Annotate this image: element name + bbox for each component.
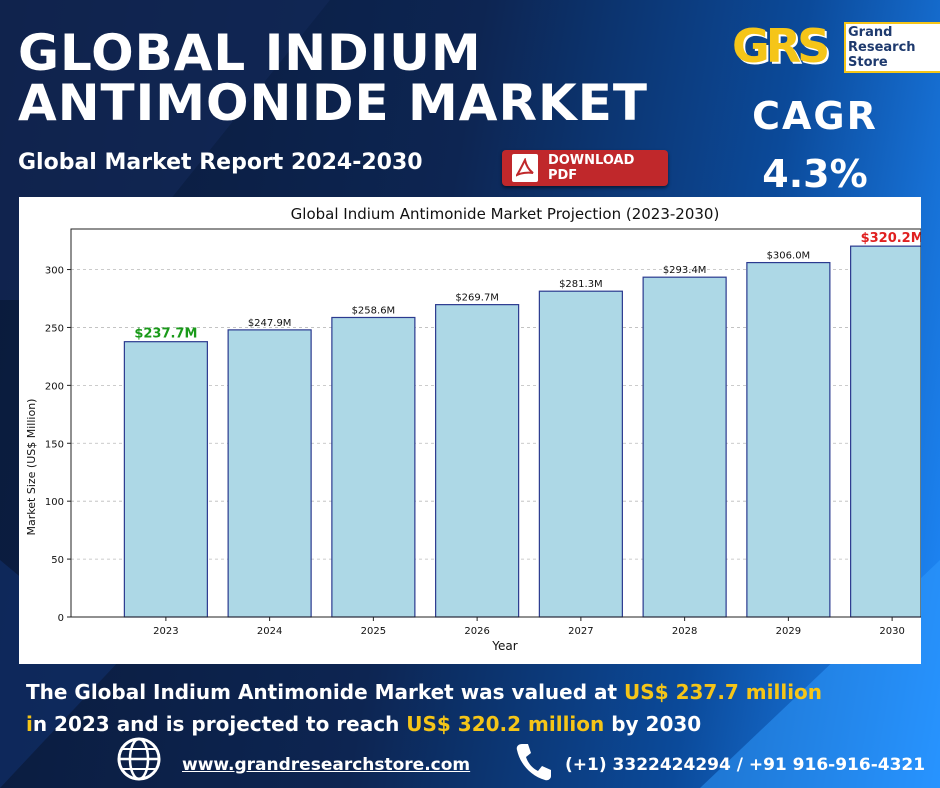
data-label-2028: $293.4M xyxy=(663,265,707,276)
data-label-2029: $306.0M xyxy=(767,251,811,262)
y-tick-label: 0 xyxy=(58,613,64,624)
data-label-2023: $237.7M xyxy=(134,327,197,342)
download-pdf-label: DOWNLOAD PDF xyxy=(547,153,635,183)
summary-text-1: The Global Indium Antimonide Market was … xyxy=(26,680,625,704)
globe-icon xyxy=(117,737,161,781)
website-link[interactable]: www.grandresearchstore.com xyxy=(182,755,471,775)
phone-icon xyxy=(516,744,551,781)
x-tick-label-2026: 2026 xyxy=(464,626,489,637)
pdf-icon xyxy=(512,154,538,182)
phone-number: (+1) 3322424294 / +91 916-916-4321 xyxy=(565,755,926,775)
market-projection-chart: Global Indium Antimonide Market Projecti… xyxy=(25,205,935,653)
x-tick-label-2025: 2025 xyxy=(361,626,386,637)
y-axis-label: Market Size (US$ Million) xyxy=(25,399,38,536)
bar-2026 xyxy=(435,304,520,618)
summary-text-3: by 2030 xyxy=(604,712,702,736)
logo-wordmark: Grand Research Store xyxy=(844,22,940,73)
x-tick-label-2024: 2024 xyxy=(257,626,282,637)
summary-value-2023: US$ 237.7 million xyxy=(624,680,823,704)
data-label-2030: $320.2M xyxy=(861,231,921,246)
bar-2028 xyxy=(642,276,727,618)
data-label-2024: $247.9M xyxy=(248,318,292,329)
y-tick-label: 100 xyxy=(45,497,64,508)
chart-panel: Global Indium Antimonide Market Projecti… xyxy=(19,197,935,664)
brand-logo: GRS Grand Research Store xyxy=(732,19,940,73)
title-line-1: GLOBAL INDIUM xyxy=(18,24,482,82)
logo-line-2: Research xyxy=(848,40,916,55)
logo-line-1: Grand xyxy=(848,25,893,40)
data-label-2026: $269.7M xyxy=(455,293,499,304)
x-tick-label-2028: 2028 xyxy=(672,626,697,637)
x-tick-label-2023: 2023 xyxy=(153,626,178,637)
bar-2025 xyxy=(331,316,416,618)
y-tick-label: 150 xyxy=(45,439,64,450)
y-tick-label: 300 xyxy=(45,266,64,277)
logo-mark: GRS xyxy=(732,19,830,73)
cagr-value: 4.3% xyxy=(762,152,868,196)
data-label-2027: $281.3M xyxy=(559,279,603,290)
x-axis-label: Year xyxy=(491,639,517,653)
y-tick-label: 50 xyxy=(51,555,64,566)
bar-2029 xyxy=(746,261,831,618)
logo-line-3: Store xyxy=(848,55,888,70)
report-subtitle: Global Market Report 2024-2030 xyxy=(18,150,423,175)
x-tick-label-2030: 2030 xyxy=(879,626,904,637)
bar-2030 xyxy=(850,245,935,618)
x-tick-label-2029: 2029 xyxy=(776,626,801,637)
y-tick-label: 250 xyxy=(45,323,64,334)
title-line-2: ANTIMONIDE MARKET xyxy=(18,74,648,132)
summary-text-2: n 2023 and is projected to reach xyxy=(32,712,407,736)
data-label-2025: $258.6M xyxy=(352,305,396,316)
summary-value-2030: US$ 320.2 million xyxy=(406,712,605,736)
chart-title: Global Indium Antimonide Market Projecti… xyxy=(291,205,720,223)
market-summary: The Global Indium Antimonide Market was … xyxy=(26,676,926,740)
bar-2027 xyxy=(538,290,623,618)
page-title: GLOBAL INDIUM ANTIMONIDE MARKET xyxy=(18,28,648,128)
download-pdf-button[interactable]: DOWNLOAD PDF xyxy=(502,150,668,186)
cagr-label: CAGR xyxy=(752,94,878,138)
y-tick-label: 200 xyxy=(45,381,64,392)
summary-first-letter: i xyxy=(26,712,33,736)
x-tick-label-2027: 2027 xyxy=(568,626,593,637)
bar-2024 xyxy=(227,329,312,618)
bar-2023 xyxy=(123,341,208,618)
